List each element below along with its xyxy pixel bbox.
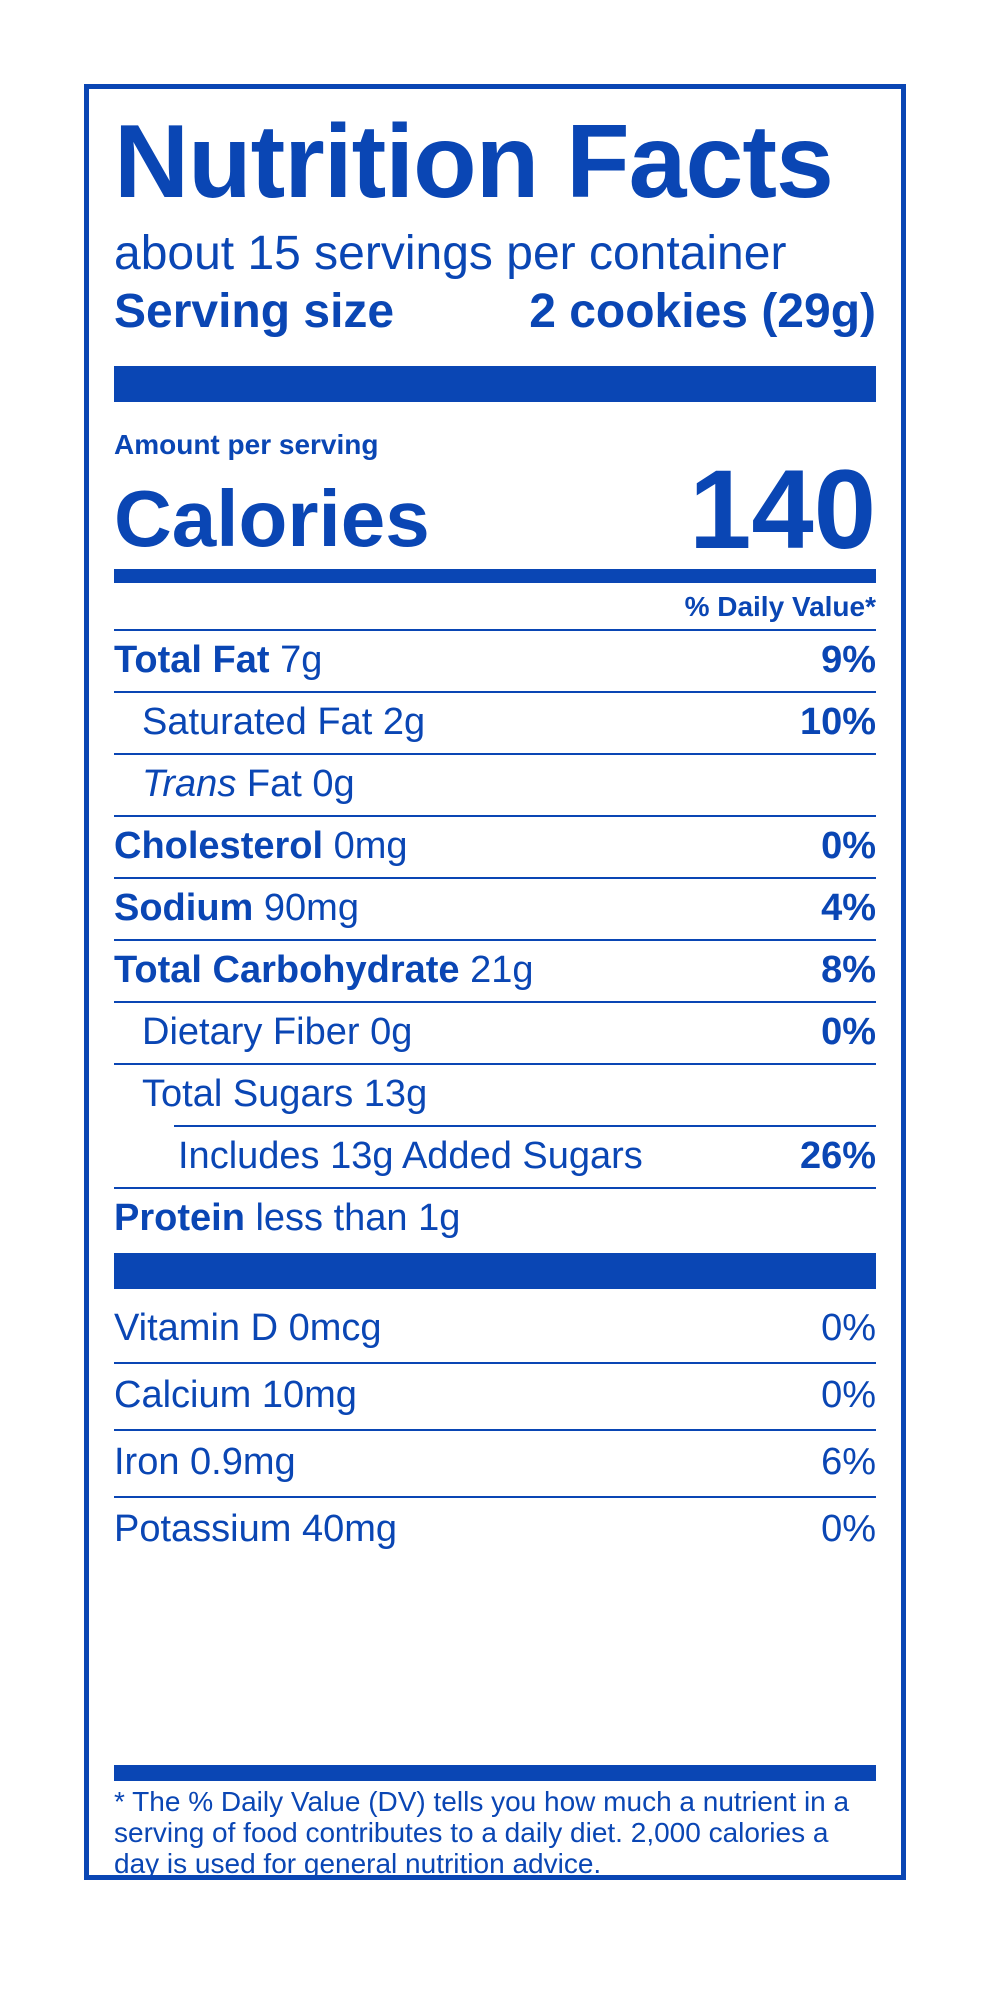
thick-divider — [114, 366, 876, 402]
vitamin-amount: 40mg — [301, 1507, 398, 1550]
nutrient-name: Total Sugars — [142, 1072, 354, 1115]
rule — [114, 1362, 876, 1364]
nutrient-amount: 7g — [280, 638, 323, 681]
nutrient-dv: 4% — [821, 886, 876, 929]
vitamin-amount: 0.9mg — [190, 1440, 296, 1483]
nutrient-dv: 26% — [799, 1134, 876, 1177]
amount-per-serving: Amount per serving — [114, 429, 379, 460]
nutrient-amount: 0g — [370, 1010, 413, 1053]
vitamin-row-iron: Iron 0.9mg 6% — [114, 1433, 876, 1491]
nutrient-name: Dietary Fiber — [142, 1010, 360, 1053]
rule — [114, 1496, 876, 1498]
rule — [114, 1429, 876, 1431]
rule — [114, 877, 876, 879]
vitamin-amount: 10mg — [261, 1373, 357, 1416]
nutrient-name: Trans — [142, 762, 237, 805]
nutrient-amount: Fat 0g — [246, 762, 355, 805]
vitamin-row-vitamin-d: Vitamin D 0mcg 0% — [114, 1299, 876, 1357]
vitamin-name: Vitamin D — [114, 1306, 279, 1349]
rule — [114, 1001, 876, 1003]
rule — [114, 939, 876, 941]
nutrient-dv: 10% — [799, 700, 876, 743]
nutrient-name: Includes 13g Added Sugars — [178, 1134, 643, 1177]
vitamin-dv: 6% — [821, 1440, 876, 1483]
nutrient-row-total-sugars: Total Sugars 13g — [114, 1065, 876, 1123]
vitamin-name: Iron — [114, 1440, 180, 1483]
rule — [114, 815, 876, 817]
vitamin-dv: 0% — [821, 1507, 876, 1550]
serving-size-label: Serving size — [114, 285, 395, 338]
nutrient-name: Total Carbohydrate — [114, 948, 460, 991]
rule — [114, 753, 876, 755]
nutrient-name: Cholesterol — [114, 824, 324, 867]
nutrient-row-cholesterol: Cholesterol 0mg 0% — [114, 817, 876, 875]
vitamin-name: Potassium — [114, 1507, 292, 1550]
medium-divider — [114, 569, 876, 583]
nutrient-row-total-fat: Total Fat 7g 9% — [114, 631, 876, 689]
vitamin-dv: 0% — [821, 1373, 876, 1416]
rule — [114, 691, 876, 693]
rule — [114, 629, 876, 631]
nutrient-name: Sodium — [114, 886, 254, 929]
serving-size-value: 2 cookies (29g) — [529, 285, 876, 338]
nutrient-row-total-carbohydrate: Total Carbohydrate 21g 8% — [114, 941, 876, 999]
nutrient-name: Saturated Fat — [142, 700, 373, 743]
nutrient-row-added-sugars: Includes 13g Added Sugars 26% — [114, 1127, 876, 1185]
nutrient-amount: 2g — [382, 700, 426, 743]
nutrient-amount: less than 1g — [255, 1196, 461, 1239]
vitamin-row-potassium: Potassium 40mg 0% — [114, 1500, 876, 1558]
nutrient-amount: 90mg — [263, 886, 359, 929]
rule — [174, 1125, 876, 1127]
nutrient-dv: 8% — [821, 948, 876, 991]
nutrient-name: Protein — [114, 1196, 245, 1239]
nutrient-dv: 0% — [821, 824, 876, 867]
thick-divider — [114, 1253, 876, 1289]
nutrient-row-dietary-fiber: Dietary Fiber 0g 0% — [114, 1003, 876, 1061]
nutrient-amount: 0mg — [333, 824, 408, 867]
nutrition-facts-label: Nutrition Facts about 15 servings per co… — [84, 84, 906, 1880]
vitamin-row-calcium: Calcium 10mg 0% — [114, 1366, 876, 1424]
footnote: * The % Daily Value (DV) tells you how m… — [114, 1786, 850, 1879]
nutrient-name: Total Fat — [114, 638, 270, 681]
calories-row: Calories 140 — [114, 451, 876, 569]
nutrient-dv: 0% — [821, 1010, 876, 1053]
vitamin-dv: 0% — [821, 1306, 876, 1349]
medium-divider — [114, 1765, 876, 1781]
serving-size-row: Serving size 2 cookies (29g) — [114, 284, 876, 340]
nutrient-amount: 21g — [470, 948, 534, 991]
nutrient-dv: 9% — [821, 638, 876, 681]
calories-label: Calories — [114, 474, 430, 563]
nutrient-row-sodium: Sodium 90mg 4% — [114, 879, 876, 937]
nutrient-row-saturated-fat: Saturated Fat 2g 10% — [114, 693, 876, 751]
nutrient-row-trans-fat: Trans Fat 0g — [114, 755, 876, 813]
servings-per-container: about 15 servings per container — [114, 227, 787, 280]
rule — [114, 1187, 876, 1189]
nutrient-amount: 13g — [363, 1072, 428, 1115]
calories-value: 140 — [689, 447, 876, 572]
label-title: Nutrition Facts — [114, 104, 834, 220]
nutrient-row-protein: Protein less than 1g — [114, 1189, 876, 1247]
vitamin-amount: 0mcg — [288, 1306, 382, 1349]
daily-value-header: % Daily Value* — [684, 591, 876, 622]
vitamin-name: Calcium — [114, 1373, 252, 1416]
rule — [114, 1063, 876, 1065]
